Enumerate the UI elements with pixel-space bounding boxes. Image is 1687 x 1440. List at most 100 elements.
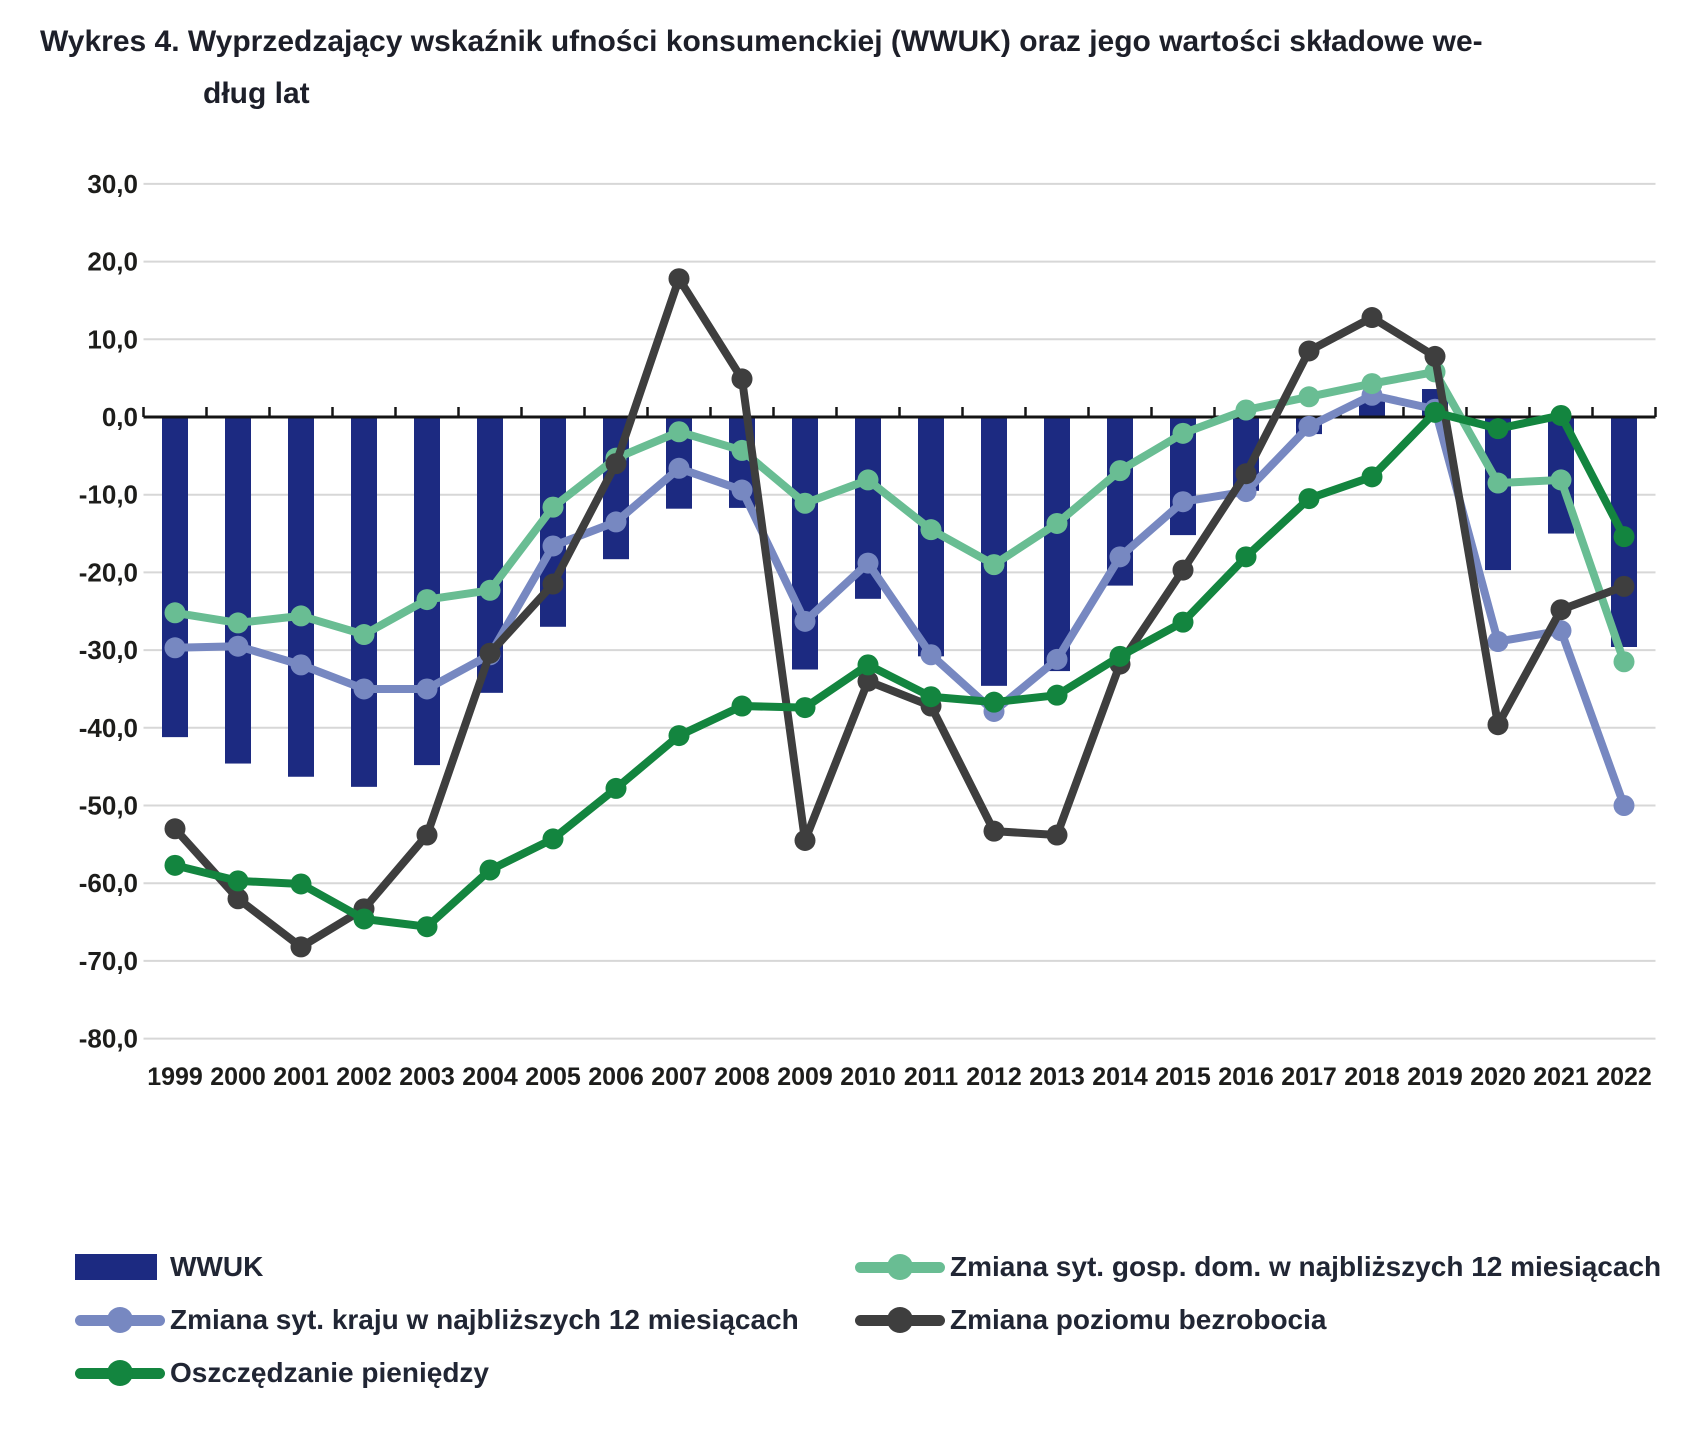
point-bezrobocia-2012 xyxy=(983,820,1005,842)
point-bezrobocia-2005 xyxy=(542,573,564,595)
point-oszczedzanie-2001 xyxy=(290,873,312,895)
point-kraju-2001 xyxy=(290,654,312,676)
x-tick-label-2011: 2011 xyxy=(904,1063,958,1091)
gridlines xyxy=(143,182,1656,1040)
x-tick-label-2004: 2004 xyxy=(462,1063,518,1091)
point-gosp_dom-2016 xyxy=(1235,399,1257,421)
chart-title-line2: dług lat xyxy=(203,77,310,110)
bar-2000 xyxy=(225,417,251,764)
x-tick-label-2022: 2022 xyxy=(1596,1063,1652,1091)
bar-2018 xyxy=(1359,401,1385,417)
point-oszczedzanie-2012 xyxy=(983,691,1005,713)
point-oszczedzanie-2010 xyxy=(857,654,879,676)
x-tick-label-2016: 2016 xyxy=(1218,1063,1274,1091)
point-kraju-2000 xyxy=(227,635,249,657)
point-gosp_dom-1999 xyxy=(164,602,186,624)
x-tick-label-2012: 2012 xyxy=(966,1063,1022,1091)
point-gosp_dom-2013 xyxy=(1046,512,1068,534)
point-gosp_dom-2002 xyxy=(353,624,375,646)
y-tick-label: -20,0 xyxy=(79,557,138,587)
point-bezrobocia-2008 xyxy=(731,368,753,390)
point-kraju-2008 xyxy=(731,479,753,501)
point-gosp_dom-2020 xyxy=(1487,472,1509,494)
point-gosp_dom-2017 xyxy=(1298,386,1320,408)
point-bezrobocia-2020 xyxy=(1487,714,1509,736)
bar-1999 xyxy=(162,417,188,738)
point-gosp_dom-2010 xyxy=(857,469,879,491)
x-tick-label-2000: 2000 xyxy=(210,1063,266,1091)
chart-title: Wykres 4. Wyprzedzający wskaźnik ufności… xyxy=(40,16,1600,120)
point-bezrobocia-2006 xyxy=(605,453,627,475)
point-gosp_dom-2018 xyxy=(1361,373,1383,395)
point-oszczedzanie-2020 xyxy=(1487,418,1509,440)
y-tick-label: -30,0 xyxy=(79,635,138,665)
point-oszczedzanie-2015 xyxy=(1172,611,1194,633)
point-bezrobocia-2016 xyxy=(1235,463,1257,485)
point-kraju-2010 xyxy=(857,552,879,574)
point-gosp_dom-2022 xyxy=(1613,651,1635,673)
point-bezrobocia-2010 xyxy=(857,670,879,692)
bar-2002 xyxy=(351,417,377,787)
point-kraju-2003 xyxy=(416,678,438,700)
x-tick-label-2007: 2007 xyxy=(651,1063,707,1091)
x-tick-label-2020: 2020 xyxy=(1470,1063,1526,1091)
x-tick-label-2013: 2013 xyxy=(1029,1063,1085,1091)
point-gosp_dom-2011 xyxy=(920,519,942,541)
line-gosp_dom xyxy=(171,367,1628,666)
point-gosp_dom-2012 xyxy=(983,554,1005,576)
series-oszczedzanie xyxy=(164,401,1635,938)
bar-2012 xyxy=(981,417,1007,686)
point-oszczedzanie-2002 xyxy=(353,908,375,930)
point-bezrobocia-2009 xyxy=(794,829,816,851)
series-gosp_dom xyxy=(164,361,1635,673)
point-gosp_dom-2004 xyxy=(479,579,501,601)
line-oszczedzanie xyxy=(171,408,1628,931)
x-tick-label-2003: 2003 xyxy=(399,1063,455,1091)
point-kraju-2013 xyxy=(1046,648,1068,670)
point-oszczedzanie-2006 xyxy=(605,777,627,799)
x-tick-label-2019: 2019 xyxy=(1407,1063,1463,1091)
point-bezrobocia-2015 xyxy=(1172,559,1194,581)
point-kraju-2002 xyxy=(353,678,375,700)
point-gosp_dom-2001 xyxy=(290,605,312,627)
x-tick-label-2001: 2001 xyxy=(273,1063,329,1091)
point-gosp_dom-2005 xyxy=(542,496,564,518)
x-tick-label-2009: 2009 xyxy=(777,1063,833,1091)
point-kraju-2007 xyxy=(668,457,690,479)
x-tick-label-2014: 2014 xyxy=(1092,1063,1148,1091)
y-tick-label: -60,0 xyxy=(79,868,138,898)
point-oszczedzanie-2014 xyxy=(1109,645,1131,667)
point-kraju-2020 xyxy=(1487,631,1509,653)
y-tick-label: 0,0 xyxy=(102,402,138,432)
y-axis-labels: 30,0 20,0 10,0 0,0 -10,0 -20,0 -30,0 -40,0 -50,0… xyxy=(79,169,138,1054)
point-bezrobocia-2018 xyxy=(1361,307,1383,329)
y-tick-label: -10,0 xyxy=(79,480,138,510)
point-gosp_dom-2014 xyxy=(1109,460,1131,482)
point-bezrobocia-2003 xyxy=(416,824,438,846)
point-bezrobocia-2001 xyxy=(290,936,312,958)
point-bezrobocia-2000 xyxy=(227,888,249,910)
point-bezrobocia-2022 xyxy=(1613,575,1635,597)
point-gosp_dom-2009 xyxy=(794,492,816,514)
point-kraju-1999 xyxy=(164,637,186,659)
point-bezrobocia-2021 xyxy=(1550,599,1572,621)
point-oszczedzanie-2011 xyxy=(920,686,942,708)
line-bezrobocia xyxy=(171,274,1628,951)
point-oszczedzanie-2013 xyxy=(1046,684,1068,706)
point-bezrobocia-2017 xyxy=(1298,340,1320,362)
y-tick-label: 10,0 xyxy=(87,324,138,354)
point-gosp_dom-2021 xyxy=(1550,469,1572,491)
point-oszczedzanie-2000 xyxy=(227,870,249,892)
x-axis-labels: 1999 2000 2001 2002 2003 2004 2005 2006 2007 2008… xyxy=(147,1063,1652,1091)
y-tick-label: 20,0 xyxy=(87,247,138,277)
line-kraju xyxy=(171,391,1628,810)
point-kraju-2006 xyxy=(605,511,627,533)
point-bezrobocia-2013 xyxy=(1046,824,1068,846)
point-oszczedzanie-2004 xyxy=(479,859,501,881)
point-bezrobocia-2004 xyxy=(479,642,501,664)
x-tick-label-2005: 2005 xyxy=(525,1063,581,1091)
point-kraju-2011 xyxy=(920,644,942,666)
x-tick-label-2017: 2017 xyxy=(1281,1063,1337,1091)
